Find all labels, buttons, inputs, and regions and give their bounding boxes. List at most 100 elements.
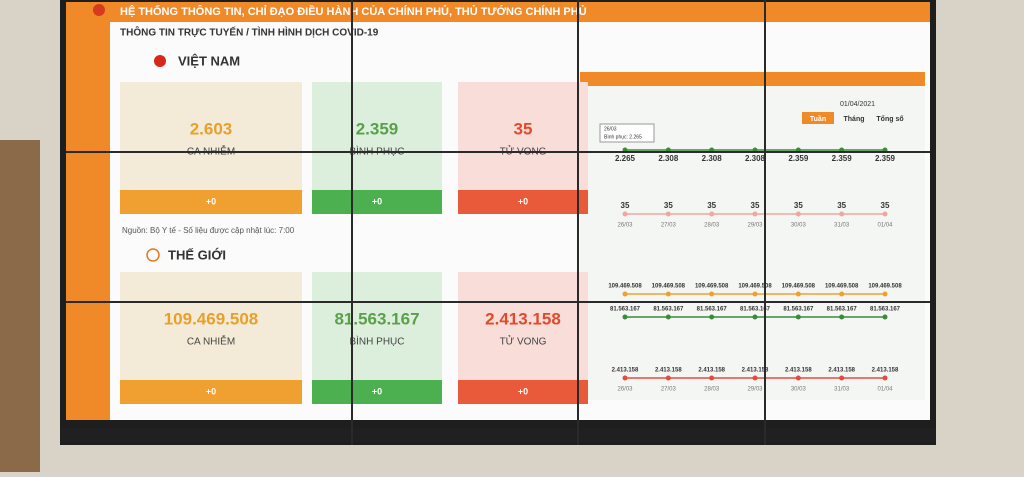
trend-label: 109.469.508 xyxy=(782,284,816,290)
tooltip-text: Bình phục: 2.265 xyxy=(604,134,642,140)
trend-label: 2.413.158 xyxy=(698,368,725,374)
trend-point xyxy=(752,291,758,297)
trend-label: 81.563.167 xyxy=(740,307,771,313)
trend-point xyxy=(665,211,671,217)
trend-point xyxy=(752,314,758,320)
card-value: 81.563.167 xyxy=(334,309,419,328)
card-label: BÌNH PHỤC xyxy=(349,335,404,348)
trend-point xyxy=(839,211,845,217)
date-label: 26/03 xyxy=(617,387,633,393)
trend-label: 35 xyxy=(707,201,716,210)
trend-point xyxy=(709,291,715,297)
card-change: +0 xyxy=(518,386,528,396)
card-label: CA NHIỄM xyxy=(187,335,235,348)
date-label: 30/03 xyxy=(791,387,807,393)
trend-point xyxy=(622,375,628,381)
date-label: 01/04 xyxy=(877,387,893,393)
trend-label: 2.413.158 xyxy=(742,368,769,374)
trend-label: 109.469.508 xyxy=(608,284,642,290)
card-change-bar xyxy=(312,380,442,404)
trend-point xyxy=(665,314,671,320)
card-change-bar xyxy=(120,190,302,214)
trend-label: 35 xyxy=(837,201,846,210)
trend-point xyxy=(795,314,801,320)
card-value: 2.359 xyxy=(356,119,399,138)
header-title: HỆ THỐNG THÔNG TIN, CHỈ ĐẠO ĐIỀU HÀNH CỦ… xyxy=(120,4,587,18)
date-label: 28/03 xyxy=(704,387,720,393)
trend-point xyxy=(839,291,845,297)
date-label: 31/03 xyxy=(834,223,850,229)
tab[interactable]: Tuần xyxy=(810,114,826,123)
door xyxy=(0,140,40,472)
trend-label: 2.265 xyxy=(615,154,636,163)
tile-seams xyxy=(66,0,930,445)
trend-label: 81.563.167 xyxy=(870,307,901,313)
trend-point xyxy=(839,314,845,320)
trend-label: 81.563.167 xyxy=(827,307,858,313)
trend-point xyxy=(882,375,888,381)
trend-label: 35 xyxy=(664,201,673,210)
trend-label: 109.469.508 xyxy=(868,284,902,290)
trend-point xyxy=(622,314,628,320)
vn-title: VIỆT NAM xyxy=(178,53,240,68)
trend-label: 2.359 xyxy=(832,154,853,163)
card-value: 2.603 xyxy=(190,119,233,138)
world-title: THẾ GIỚI xyxy=(168,247,226,262)
trend-point xyxy=(665,375,671,381)
trend-label: 2.413.158 xyxy=(655,368,682,374)
card-change: +0 xyxy=(372,196,382,206)
trend-label: 35 xyxy=(621,201,630,210)
card-change-bar xyxy=(120,380,302,404)
sidebar xyxy=(66,2,110,420)
card-change: +0 xyxy=(206,386,216,396)
card-change: +0 xyxy=(372,386,382,396)
date-label: 26/03 xyxy=(617,223,633,229)
trend-label: 2.308 xyxy=(702,154,723,163)
date-label: 27/03 xyxy=(661,223,677,229)
trend-point xyxy=(882,211,888,217)
trend-label: 2.413.158 xyxy=(828,368,855,374)
trend-point xyxy=(882,291,888,297)
date-label: 30/03 xyxy=(791,223,807,229)
trend-point xyxy=(795,291,801,297)
vn-flag xyxy=(154,55,166,67)
tooltip xyxy=(599,123,655,143)
trend-point xyxy=(752,375,758,381)
trend-label: 81.563.167 xyxy=(697,307,728,313)
taskbar xyxy=(60,428,936,442)
date-label: 27/03 xyxy=(661,387,677,393)
globe-icon xyxy=(146,248,160,262)
date-label: 01/04 xyxy=(877,223,893,229)
trend-label: 81.563.167 xyxy=(610,307,641,313)
trend-point xyxy=(665,291,671,297)
trend-point xyxy=(709,375,715,381)
card-label: TỬ VONG xyxy=(500,335,547,348)
trend-point xyxy=(752,211,758,217)
tab[interactable]: Tổng số xyxy=(876,115,904,123)
trend-label: 2.359 xyxy=(788,154,809,163)
trend-point xyxy=(709,211,715,217)
card-change: +0 xyxy=(206,196,216,206)
trend-label: 2.413.158 xyxy=(785,368,812,374)
tab-active xyxy=(802,112,834,124)
tab[interactable]: Tháng xyxy=(844,116,865,123)
source: Nguồn: Bộ Y tế - Số liệu được cập nhật l… xyxy=(122,226,295,235)
date: 01/04/2021 xyxy=(840,101,875,108)
trend-point xyxy=(709,314,715,320)
trend-point xyxy=(795,211,801,217)
trend-label: 109.469.508 xyxy=(695,284,729,290)
trend-label: 2.359 xyxy=(875,154,896,163)
trend-label: 109.469.508 xyxy=(738,284,772,290)
trend-label: 35 xyxy=(794,201,803,210)
trend-label: 81.563.167 xyxy=(653,307,684,313)
emblem xyxy=(93,4,105,16)
trend-label: 109.469.508 xyxy=(652,284,686,290)
card-change-bar xyxy=(458,190,588,214)
trend-label: 81.563.167 xyxy=(783,307,814,313)
trend-label: 35 xyxy=(881,201,890,210)
card-change-bar xyxy=(312,190,442,214)
trend-label: 35 xyxy=(751,201,760,210)
card-change: +0 xyxy=(518,196,528,206)
header-subtitle: THÔNG TIN TRỰC TUYẾN / TÌNH HÌNH DỊCH CO… xyxy=(120,26,379,39)
